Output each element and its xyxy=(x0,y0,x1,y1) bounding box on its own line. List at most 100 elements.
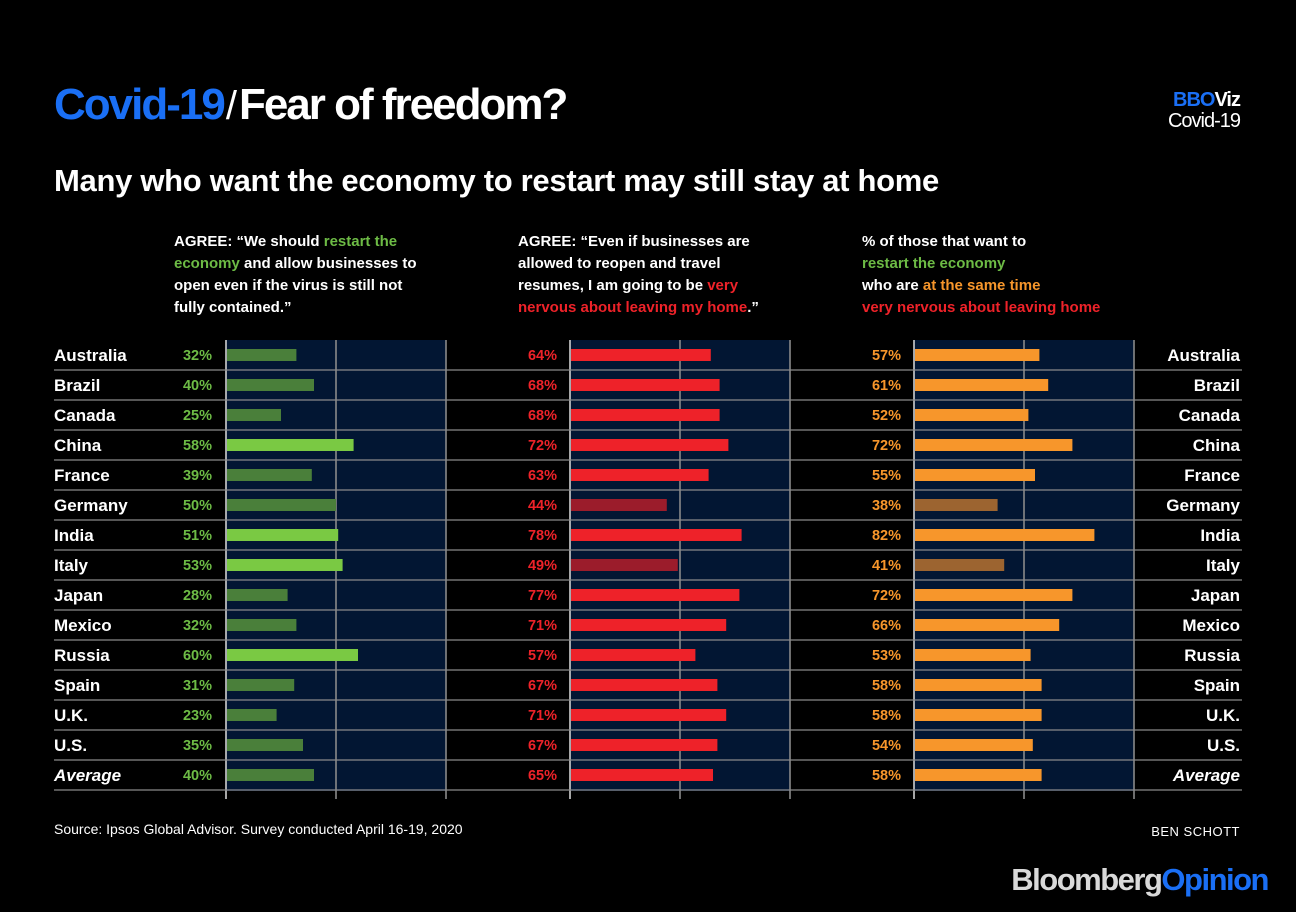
value-label-overlap: 61% xyxy=(872,378,901,394)
brand-series: Covid-19 xyxy=(1167,110,1241,132)
title-text: Fear of freedom? xyxy=(238,80,568,129)
column-header-fragment: at the same time xyxy=(922,277,1041,294)
bar-nervous xyxy=(571,499,667,511)
country-label-right: Canada xyxy=(1179,406,1241,425)
value-label-nervous: 49% xyxy=(528,558,557,574)
country-label-left: Russia xyxy=(54,646,110,665)
page-title: Covid-19/Fear of freedom? xyxy=(54,80,568,130)
bar-restart xyxy=(227,439,354,451)
value-label-overlap: 58% xyxy=(872,768,901,784)
country-label-left: France xyxy=(54,466,110,485)
bar-restart xyxy=(227,649,358,661)
value-label-restart: 40% xyxy=(183,378,212,394)
column-header-fragment: restart the economy xyxy=(862,255,1006,272)
column-header-restart: AGREE: “We should restart the economy an… xyxy=(174,231,419,319)
value-label-overlap: 57% xyxy=(872,348,901,364)
column-header-fragment: who are xyxy=(862,277,923,294)
column-header-fragment: % of those that want to xyxy=(862,233,1027,250)
country-label-right: U.S. xyxy=(1207,736,1240,755)
value-label-restart: 58% xyxy=(183,438,212,454)
bar-restart xyxy=(227,379,314,391)
value-label-overlap: 58% xyxy=(872,678,901,694)
country-label-right: Italy xyxy=(1206,556,1241,575)
bar-nervous xyxy=(571,589,740,601)
value-label-nervous: 64% xyxy=(528,348,557,364)
value-label-overlap: 58% xyxy=(872,708,901,724)
bar-restart xyxy=(227,499,336,511)
value-label-restart: 51% xyxy=(183,528,212,544)
country-label-left: Spain xyxy=(54,676,100,695)
brand-bbo: BBO xyxy=(1173,89,1215,111)
value-label-overlap: 55% xyxy=(872,468,901,484)
country-label-left: Germany xyxy=(54,496,128,515)
country-label-right: Mexico xyxy=(1182,616,1240,635)
value-label-overlap: 82% xyxy=(872,528,901,544)
bar-nervous xyxy=(571,769,713,781)
value-label-overlap: 72% xyxy=(872,438,901,454)
bar-overlap xyxy=(915,409,1029,421)
bar-overlap xyxy=(915,559,1005,571)
bar-restart xyxy=(227,409,281,421)
column-header-fragment: restart the economy xyxy=(174,233,398,272)
bar-restart xyxy=(227,469,312,481)
country-label-left: U.S. xyxy=(54,736,87,755)
country-label-left: Japan xyxy=(54,586,103,605)
country-label-right: U.K. xyxy=(1206,706,1240,725)
bar-restart xyxy=(227,679,295,691)
country-label-right: Australia xyxy=(1167,346,1240,365)
value-label-nervous: 67% xyxy=(528,678,557,694)
value-label-nervous: 68% xyxy=(528,408,557,424)
bar-overlap xyxy=(915,529,1095,541)
country-label-left: Mexico xyxy=(54,616,112,635)
column-header-fragment: and allow businesses to open even if the… xyxy=(174,255,417,316)
column-header-fragment: very nervous about leaving my home xyxy=(518,277,748,316)
value-label-restart: 32% xyxy=(183,348,212,364)
column-header-fragment: .” xyxy=(747,299,759,316)
country-label-left: Canada xyxy=(54,406,116,425)
bar-nervous xyxy=(571,529,742,541)
bar-overlap xyxy=(915,739,1033,751)
bar-overlap xyxy=(915,349,1040,361)
bar-overlap xyxy=(915,469,1035,481)
value-label-restart: 60% xyxy=(183,648,212,664)
value-label-nervous: 57% xyxy=(528,648,557,664)
value-label-restart: 53% xyxy=(183,558,212,574)
chart-subtitle: Many who want the economy to restart may… xyxy=(54,163,939,198)
value-label-restart: 32% xyxy=(183,618,212,634)
bar-overlap xyxy=(915,499,998,511)
value-label-overlap: 38% xyxy=(872,498,901,514)
bar-overlap xyxy=(915,649,1031,661)
value-label-restart: 25% xyxy=(183,408,212,424)
bar-nervous xyxy=(571,379,720,391)
value-label-nervous: 68% xyxy=(528,378,557,394)
value-label-nervous: 77% xyxy=(528,588,557,604)
bar-nervous xyxy=(571,409,720,421)
country-label-left: China xyxy=(54,436,102,455)
value-label-overlap: 52% xyxy=(872,408,901,424)
country-label-right: Average xyxy=(1172,766,1240,785)
bar-nervous xyxy=(571,469,709,481)
bar-restart xyxy=(227,709,277,721)
country-label-right: Russia xyxy=(1184,646,1240,665)
column-header-fragment: very nervous about leaving home xyxy=(862,299,1101,316)
bar-nervous xyxy=(571,679,718,691)
value-label-restart: 50% xyxy=(183,498,212,514)
country-label-right: India xyxy=(1200,526,1240,545)
value-label-overlap: 66% xyxy=(872,618,901,634)
bar-nervous xyxy=(571,439,729,451)
country-label-left: Italy xyxy=(54,556,89,575)
country-label-left: Australia xyxy=(54,346,127,365)
value-label-nervous: 67% xyxy=(528,738,557,754)
bar-overlap xyxy=(915,679,1042,691)
value-label-restart: 28% xyxy=(183,588,212,604)
country-label-left: Brazil xyxy=(54,376,100,395)
bar-restart xyxy=(227,559,343,571)
logo-bloomberg: Bloomberg xyxy=(1011,862,1163,897)
value-label-overlap: 72% xyxy=(872,588,901,604)
bar-restart xyxy=(227,349,297,361)
author-credit: BEN SCHOTT xyxy=(1151,824,1240,839)
country-label-left: India xyxy=(54,526,94,545)
column-header-nervous: AGREE: “Even if businesses are allowed t… xyxy=(518,231,768,319)
value-label-nervous: 72% xyxy=(528,438,557,454)
bar-overlap xyxy=(915,769,1042,781)
